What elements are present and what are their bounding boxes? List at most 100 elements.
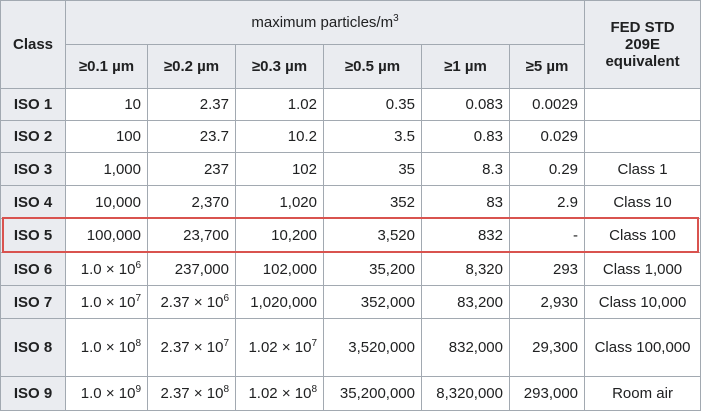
cell: 3,520	[323, 218, 422, 253]
cell-base: 1.0 × 10	[80, 293, 136, 311]
cell: 1.0 × 107	[65, 285, 148, 319]
fed-cell: Class 10	[584, 185, 702, 219]
cell-exp: 8	[135, 338, 141, 349]
column-header: ≥5 µm	[508, 44, 586, 89]
cell: 8.3	[421, 152, 510, 186]
cell: 35,200,000	[323, 376, 422, 411]
cell: 8,320	[421, 252, 510, 286]
column-header: ≥0.3 µm	[235, 44, 324, 89]
cell: 2.37	[147, 88, 236, 121]
cell: 1.0 × 109	[65, 376, 148, 411]
cell: 102,000	[235, 252, 324, 286]
cell: 35	[323, 152, 422, 186]
cell-exp: 7	[223, 338, 229, 349]
cell-base: 2.37 × 10	[160, 293, 224, 311]
row-class: ISO 8	[0, 318, 66, 377]
cell: 352	[323, 185, 422, 219]
row-class: ISO 1	[0, 88, 66, 121]
column-header: ≥0.1 µm	[65, 44, 148, 89]
cell: 100,000	[65, 218, 148, 253]
cell: 832,000	[421, 318, 510, 377]
cell: 1.02	[235, 88, 324, 121]
column-header: ≥1 µm	[421, 44, 510, 89]
row-class: ISO 5	[0, 218, 66, 253]
group-sup: 3	[393, 13, 399, 24]
cell-base: 1.02 × 10	[248, 339, 312, 356]
fed-header: FED STD 209E equivalent	[584, 0, 702, 89]
cell: 832	[421, 218, 510, 253]
row-class: ISO 6	[0, 252, 66, 286]
cell: 1,020	[235, 185, 324, 219]
cell-exp: 9	[135, 384, 141, 395]
cell: 23.7	[147, 120, 236, 153]
fed-cell: Class 1,000	[584, 252, 702, 286]
cell: 10.2	[235, 120, 324, 153]
cell-exp: 8	[311, 384, 317, 395]
cell: 10,200	[235, 218, 324, 253]
cell: -	[508, 218, 586, 253]
fed-cell: Class 100	[584, 218, 702, 253]
cell-base: 1.0 × 10	[80, 260, 136, 278]
class-header: Class	[0, 0, 66, 89]
cell-exp: 6	[223, 292, 229, 304]
cell: 293	[508, 252, 586, 286]
cell: 237,000	[147, 252, 236, 286]
cell-exp: 8	[223, 384, 229, 395]
cell: 10,000	[65, 185, 148, 219]
cell: 0.083	[421, 88, 510, 121]
fed-cell: Class 10,000	[584, 285, 702, 319]
table-row: ISO 3 1,000 237 102 35 8.3 0.29 Class 1	[0, 152, 702, 186]
cell: 1,020,000	[235, 285, 324, 319]
cell: 83,200	[421, 285, 510, 319]
table-row: ISO 5 100,000 23,700 10,200 3,520 832- Class 1…	[0, 218, 702, 253]
header-row: Class maximum particles/m3 FED STD 209E …	[0, 0, 702, 89]
cell: 83	[421, 185, 510, 219]
cell: 35,200	[323, 252, 422, 286]
header-row: ≥0.1 µm ≥0.2 µm ≥0.3 µm ≥0.5 µm ≥1 µm ≥5 µm	[1, 44, 701, 89]
cell: 1,000	[65, 152, 148, 186]
table-row: ISO 1 10 2.37 1.02 0.35 0.083 0.0029	[0, 88, 702, 121]
cell-base: 1.0 × 10	[80, 339, 136, 356]
column-header: ≥0.5 µm	[323, 44, 422, 89]
table-row: ISO 9 1.0 × 109 2.37 × 108 1.02 × 108 35,200…	[0, 376, 702, 411]
row-class: ISO 9	[0, 376, 66, 411]
fed-cell	[584, 120, 702, 153]
table-row: ISO 4 10,000 2,370 1,020 352 83 2.9 Class 10	[0, 185, 702, 219]
cell: 1.0 × 108	[65, 318, 148, 377]
cell-exp: 7	[311, 338, 317, 349]
cell: 2.37 × 106	[147, 285, 236, 319]
table-row: ISO 2 100 23.7 10.2 3.5 0.83 0.029	[0, 120, 702, 153]
cell: 2,370	[147, 185, 236, 219]
column-header: ≥0.2 µm	[147, 44, 236, 89]
table-row: ISO 7 1.0 × 107 2.37 × 106 1,020,000 352,000…	[0, 285, 702, 319]
cell-base: 2.37 × 10	[160, 339, 224, 356]
cell: 2.37 × 107	[147, 318, 236, 377]
cell: 3,520,000	[323, 318, 422, 377]
fed-cell	[584, 88, 702, 121]
cell-exp: 7	[135, 292, 141, 304]
row-class: ISO 7	[0, 285, 66, 319]
cell: 1.02 × 107	[235, 318, 324, 377]
cell: 2,930	[508, 285, 586, 319]
cell: 8,320,000	[421, 376, 510, 411]
cell: 0.83	[421, 120, 510, 153]
table-row: ISO 8 1.0 × 108 2.37 × 107 1.02 × 107 3,520,…	[0, 318, 702, 377]
cell: 0.35	[323, 88, 422, 121]
table-body: ISO 1 10 2.37 1.02 0.35 0.083 0.0029 ISO 2 100 23…	[0, 88, 702, 411]
cell: 293,000	[508, 376, 586, 411]
cell: 237	[147, 152, 236, 186]
fed-cell: Class 1	[584, 152, 702, 186]
cell-base: 1.02 × 10	[248, 385, 312, 402]
group-text: maximum particles/m	[251, 14, 394, 31]
cell: 102	[235, 152, 324, 186]
cell: 0.29	[508, 152, 586, 186]
table-row: ISO 6 1.0 × 106 237,000 102,000 35,200 8,320 2…	[0, 252, 702, 286]
cell: 10	[65, 88, 148, 121]
cell: 100	[65, 120, 148, 153]
cell: 1.0 × 106	[65, 252, 148, 286]
cell: 2.37 × 108	[147, 376, 236, 411]
row-class: ISO 4	[0, 185, 66, 219]
cell-base: 2.37 × 10	[160, 385, 224, 402]
cell: 2.9	[508, 185, 586, 219]
